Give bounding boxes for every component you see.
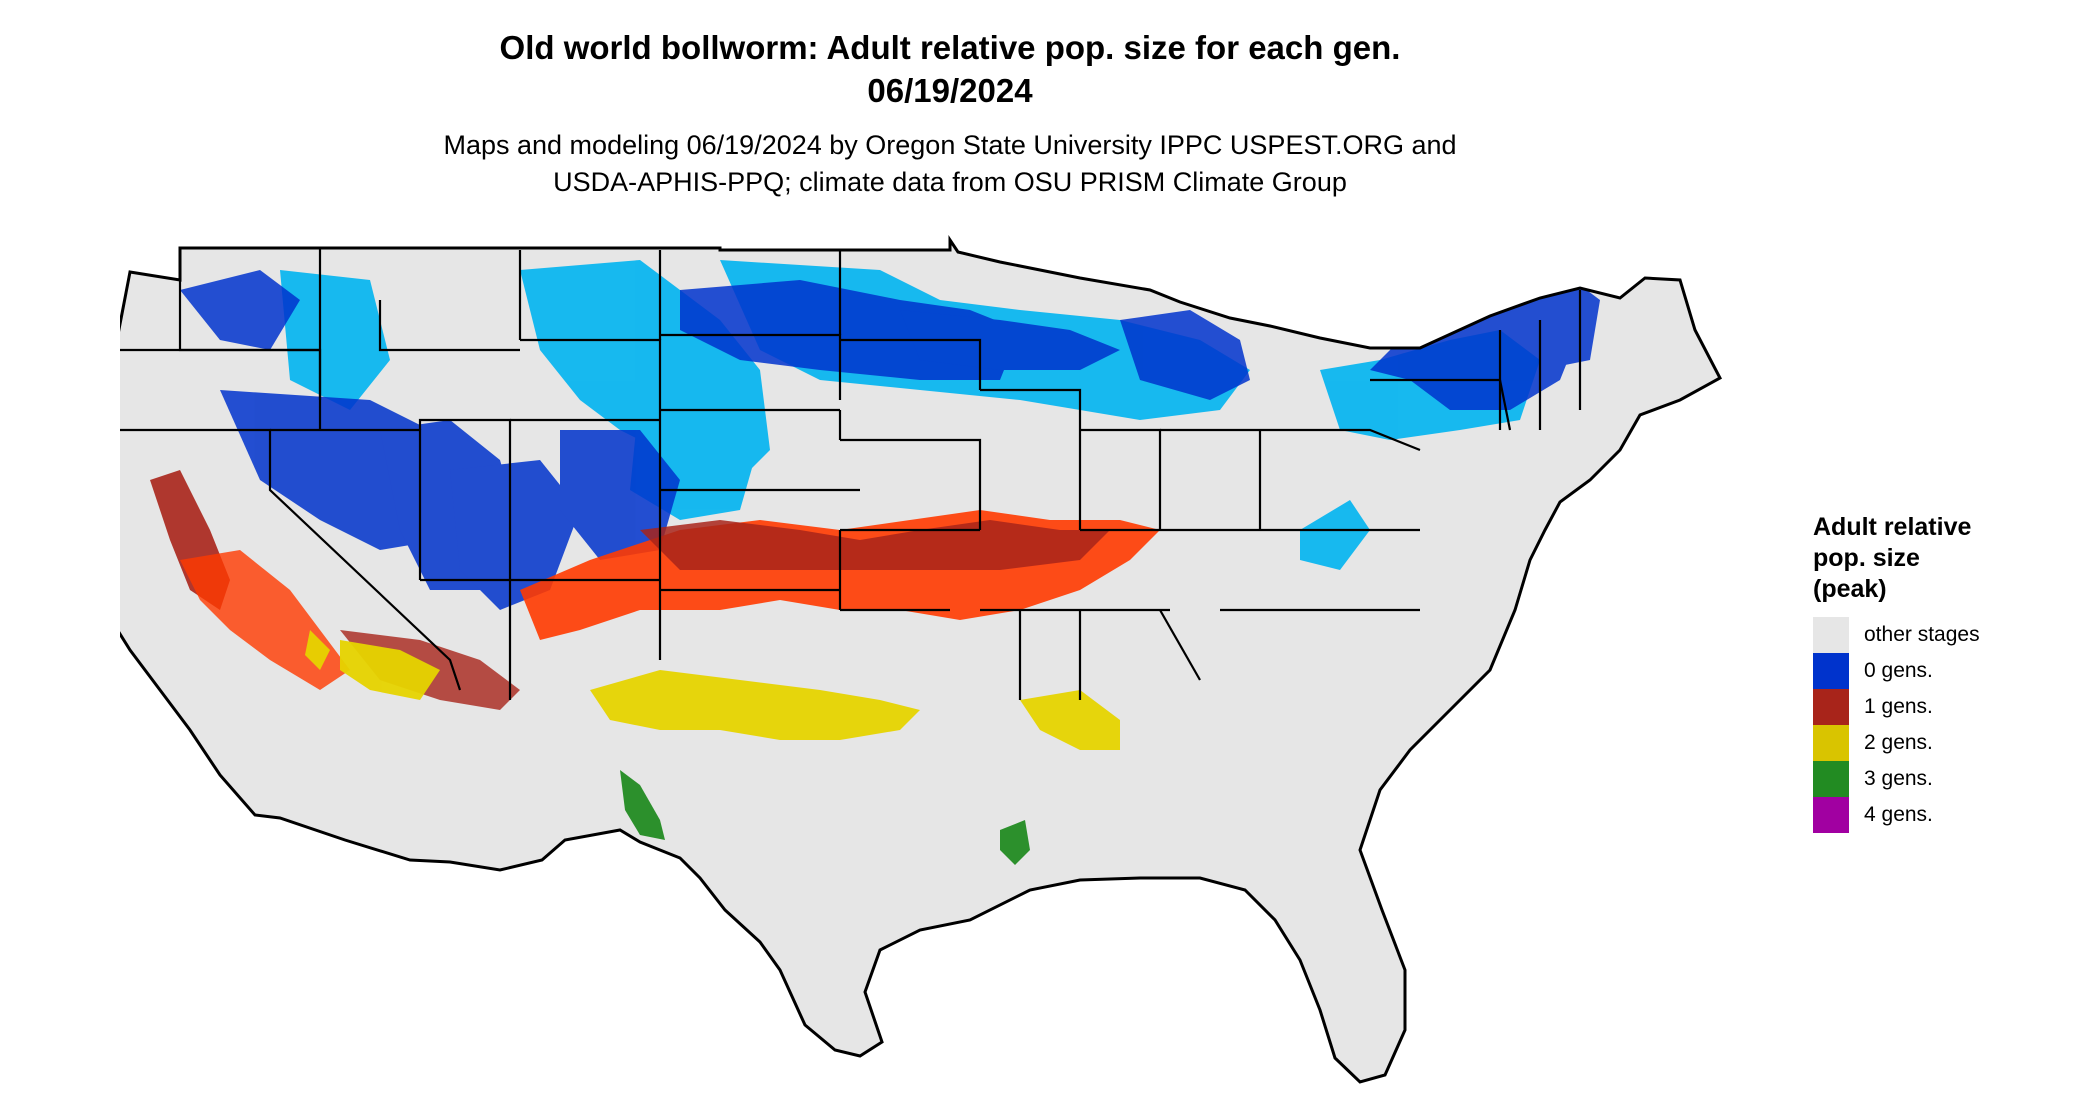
legend-title-line-3: (peak) (1813, 575, 1887, 603)
legend-title: Adult relative pop. size (peak) (1813, 512, 2083, 605)
legend-label: 2 gens. (1864, 731, 1933, 754)
legend-label: 1 gens. (1864, 695, 1933, 718)
us-map-svg (120, 235, 1723, 1084)
legend-swatch (1813, 617, 1849, 653)
legend-item-other-stages: other stages (1813, 617, 2083, 653)
map-title: Old world bollworm: Adult relative pop. … (0, 26, 1900, 112)
zone-2-gens (305, 630, 1120, 750)
national-border (120, 235, 1723, 1084)
state-borders (120, 248, 1582, 700)
zone-3-gens (620, 770, 1030, 865)
legend-swatch (1813, 761, 1849, 797)
title-date: 06/19/2024 (867, 72, 1033, 109)
legend: Adult relative pop. size (peak) other st… (1813, 512, 2083, 833)
legend-item-0-gens: 0 gens. (1813, 653, 2083, 689)
legend-swatch (1813, 653, 1849, 689)
legend-label: 0 gens. (1864, 659, 1933, 682)
legend-item-2-gens: 2 gens. (1813, 725, 2083, 761)
subtitle-line-2: USDA-APHIS-PPQ; climate data from OSU PR… (553, 167, 1347, 197)
legend-item-4-gens: 4 gens. (1813, 797, 2083, 833)
legend-label: 3 gens. (1864, 767, 1933, 790)
legend-title-line-1: Adult relative (1813, 513, 1972, 541)
legend-title-line-2: pop. size (1813, 544, 1920, 572)
legend-swatch (1813, 797, 1849, 833)
legend-swatch (1813, 725, 1849, 761)
title-line-1: Old world bollworm: Adult relative pop. … (499, 29, 1401, 66)
legend-item-1-gens: 1 gens. (1813, 689, 2083, 725)
land-area (120, 240, 1720, 1082)
legend-swatch (1813, 689, 1849, 725)
zone-0-gens (180, 270, 1600, 610)
legend-item-3-gens: 3 gens. (1813, 761, 2083, 797)
us-map (120, 230, 1800, 1110)
legend-label: other stages (1864, 623, 1980, 646)
legend-label: 4 gens. (1864, 803, 1933, 826)
subtitle-line-1: Maps and modeling 06/19/2024 by Oregon S… (443, 130, 1457, 160)
map-subtitle: Maps and modeling 06/19/2024 by Oregon S… (0, 127, 1900, 201)
